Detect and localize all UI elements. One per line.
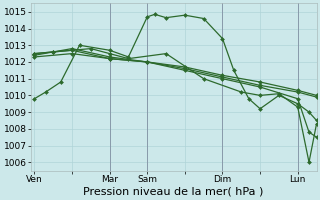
- X-axis label: Pression niveau de la mer( hPa ): Pression niveau de la mer( hPa ): [84, 187, 264, 197]
